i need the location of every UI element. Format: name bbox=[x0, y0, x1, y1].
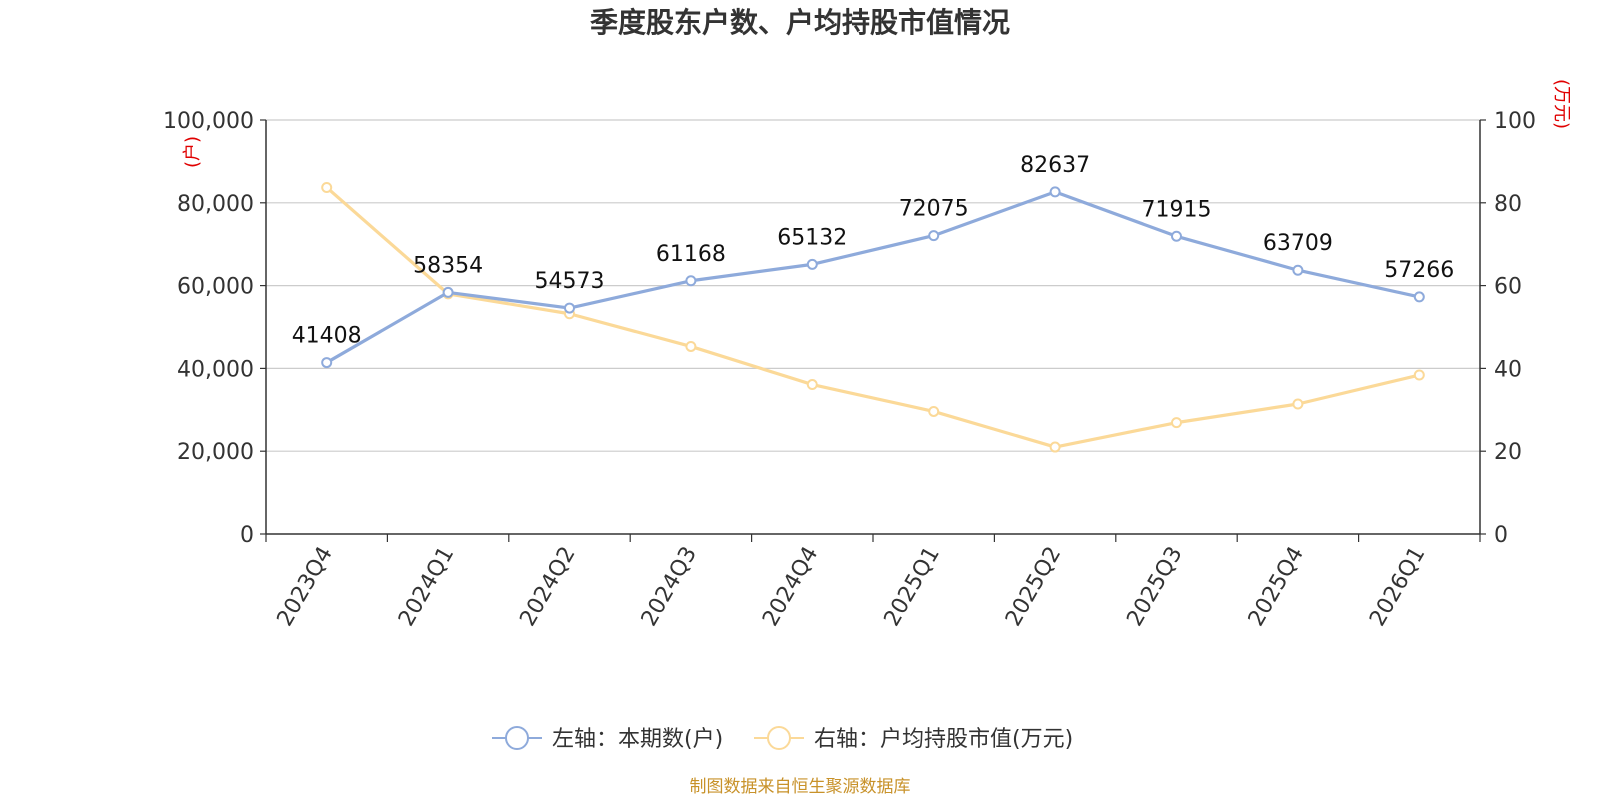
legend-item-right[interactable]: 右轴：户均持股市值(万元) bbox=[754, 726, 1073, 752]
series-point-left[interactable] bbox=[1413, 291, 1425, 303]
series-point-left[interactable] bbox=[564, 302, 575, 314]
legend-item-left[interactable]: 左轴：本期数(户) bbox=[492, 726, 723, 752]
left-tick-label: 40,000 bbox=[177, 357, 254, 382]
data-label: 58354 bbox=[413, 253, 483, 278]
data-label: 82637 bbox=[1020, 153, 1090, 178]
series-point-left[interactable] bbox=[1049, 186, 1061, 198]
x-tick-label: 2024Q2 bbox=[515, 543, 580, 631]
data-label: 54573 bbox=[535, 269, 605, 294]
legend-swatch-marker-right bbox=[767, 726, 791, 750]
series-point-left[interactable] bbox=[321, 357, 333, 369]
left-tick-label: 80,000 bbox=[177, 192, 254, 217]
x-tick-label: 2025Q1 bbox=[880, 542, 945, 630]
x-axis-ticks: 2023Q4 2024Q1 2024Q2 2024Q3 2024Q4 2025Q1 2025… bbox=[265, 534, 1481, 631]
legend-label-left: 左轴：本期数(户) bbox=[552, 727, 723, 752]
left-tick-label: 20,000 bbox=[177, 440, 254, 465]
right-axis-ticks: 0 20 40 60 80 100 bbox=[1480, 109, 1536, 548]
left-tick-label: 0 bbox=[240, 523, 254, 548]
right-tick-label: 0 bbox=[1494, 523, 1508, 548]
series-point-left[interactable] bbox=[685, 275, 697, 287]
series-point-right[interactable] bbox=[1049, 441, 1061, 453]
series-line-left bbox=[325, 190, 1420, 364]
legend-label-right: 右轴：户均持股市值(万元) bbox=[814, 727, 1073, 752]
series-line-right bbox=[325, 186, 1420, 449]
series-layer: 41408 58354 54573 61168 65132 72075 82637 71915… bbox=[292, 153, 1454, 453]
right-tick-label: 80 bbox=[1494, 192, 1522, 217]
series-point-left[interactable] bbox=[806, 258, 818, 270]
right-tick-label: 20 bbox=[1494, 440, 1522, 465]
x-tick-label: 2025Q3 bbox=[1122, 543, 1187, 631]
right-tick-label: 40 bbox=[1494, 357, 1522, 382]
right-axis-unit: (万元) bbox=[1551, 79, 1572, 129]
x-tick-label: 2024Q1 bbox=[394, 543, 459, 631]
axes bbox=[265, 120, 1481, 535]
data-label: 63709 bbox=[1263, 231, 1333, 256]
series-point-right[interactable] bbox=[1413, 369, 1425, 381]
legend-swatch-marker-left bbox=[505, 726, 529, 750]
x-tick-label: 2025Q2 bbox=[1001, 543, 1066, 631]
series-point-right[interactable] bbox=[1292, 398, 1304, 410]
right-tick-label: 100 bbox=[1494, 109, 1536, 134]
left-tick-label: 60,000 bbox=[177, 275, 254, 300]
left-tick-label: 100,000 bbox=[163, 109, 254, 134]
grid-lines bbox=[266, 119, 1480, 452]
series-point-left[interactable] bbox=[928, 230, 940, 242]
data-label: 41408 bbox=[292, 324, 362, 349]
x-tick-label: 2023Q4 bbox=[273, 543, 338, 631]
source-note: 制图数据来自恒生聚源数据库 bbox=[690, 777, 911, 797]
series-point-right[interactable] bbox=[928, 405, 940, 417]
x-tick-label: 2024Q4 bbox=[758, 543, 823, 631]
chart-title: 季度股东户数、户均持股市值情况 bbox=[590, 6, 1010, 39]
data-label: 65132 bbox=[777, 225, 847, 250]
data-label: 72075 bbox=[899, 197, 969, 222]
x-tick-label: 2026Q1 bbox=[1365, 543, 1430, 631]
x-tick-label: 2024Q3 bbox=[637, 543, 702, 631]
legend: 左轴：本期数(户) 右轴：户均持股市值(万元) bbox=[492, 726, 1073, 752]
series-point-right[interactable] bbox=[685, 340, 697, 352]
series-point-left[interactable] bbox=[1171, 230, 1182, 242]
left-axis-ticks: 0 20,000 40,000 60,000 80,000 100,000 bbox=[163, 109, 266, 548]
series-point-left[interactable] bbox=[442, 286, 454, 298]
series-point-left[interactable] bbox=[1292, 264, 1304, 276]
data-label: 61168 bbox=[656, 242, 726, 267]
right-tick-label: 60 bbox=[1494, 275, 1522, 300]
x-tick-label: 2025Q4 bbox=[1244, 543, 1309, 631]
series-point-right[interactable] bbox=[321, 181, 333, 193]
data-label: 57266 bbox=[1384, 258, 1454, 283]
left-axis-unit: (户) bbox=[182, 136, 203, 168]
data-label: 71915 bbox=[1142, 197, 1212, 222]
series-point-right[interactable] bbox=[1171, 417, 1182, 429]
series-point-right[interactable] bbox=[806, 379, 818, 391]
